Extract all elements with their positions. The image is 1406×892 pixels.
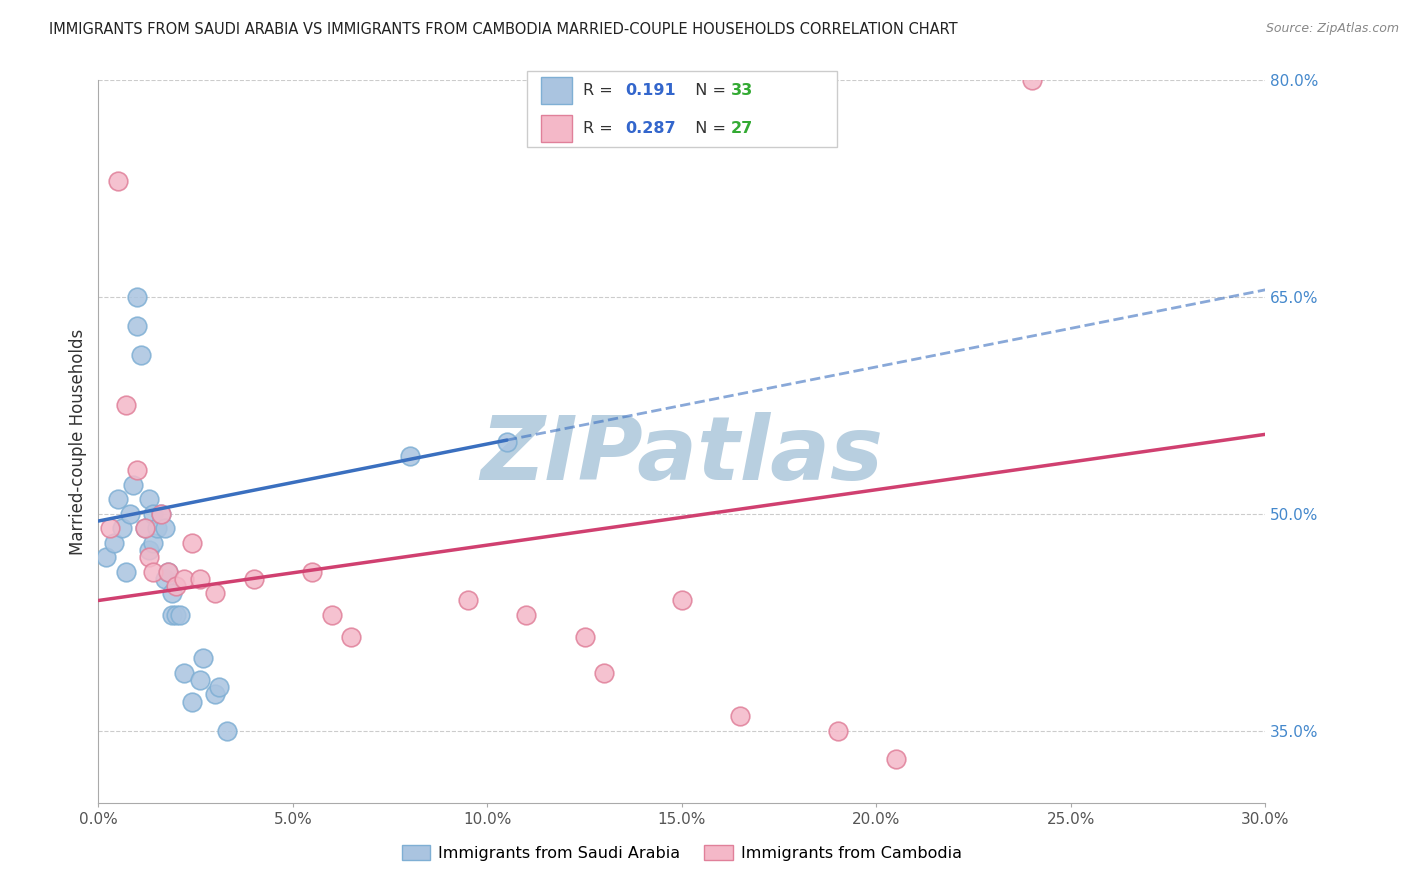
Point: [127, 463, 149, 477]
Point: [215, 723, 238, 738]
Point: [134, 521, 156, 535]
Point: [107, 492, 129, 507]
Point: [188, 673, 211, 687]
Point: [827, 723, 849, 738]
Point: [111, 521, 134, 535]
Point: [153, 572, 176, 586]
Point: [127, 290, 149, 304]
Point: [180, 535, 202, 549]
Point: [162, 607, 184, 622]
Point: [134, 521, 156, 535]
Point: [340, 630, 363, 644]
Point: [138, 550, 160, 565]
Point: [593, 665, 616, 680]
Point: [114, 565, 136, 579]
Point: [127, 318, 149, 333]
Point: [204, 586, 226, 600]
Legend: Immigrants from Saudi Arabia, Immigrants from Cambodia: Immigrants from Saudi Arabia, Immigrants…: [395, 838, 969, 867]
Point: [173, 572, 195, 586]
Point: [515, 607, 537, 622]
Text: 0.287: 0.287: [626, 120, 676, 136]
Point: [107, 174, 129, 188]
Point: [884, 752, 907, 766]
Point: [142, 507, 165, 521]
Text: 0.191: 0.191: [626, 83, 676, 98]
Point: [165, 579, 187, 593]
Text: R =: R =: [583, 120, 619, 136]
Point: [157, 565, 180, 579]
Point: [243, 572, 266, 586]
Point: [122, 478, 145, 492]
Point: [204, 687, 226, 701]
Point: [114, 398, 136, 412]
Point: [321, 607, 343, 622]
Text: IMMIGRANTS FROM SAUDI ARABIA VS IMMIGRANTS FROM CAMBODIA MARRIED-COUPLE HOUSEHOL: IMMIGRANTS FROM SAUDI ARABIA VS IMMIGRAN…: [49, 22, 957, 37]
Point: [188, 572, 211, 586]
Point: [146, 521, 169, 535]
Point: [153, 521, 176, 535]
Point: [208, 680, 231, 694]
Point: [142, 535, 165, 549]
Point: [138, 542, 160, 557]
Point: [96, 550, 118, 565]
Point: [157, 565, 180, 579]
Point: [1021, 73, 1043, 87]
Text: R =: R =: [583, 83, 619, 98]
Point: [180, 695, 202, 709]
Point: [730, 709, 752, 723]
Point: [301, 565, 323, 579]
Point: [193, 651, 215, 665]
Text: ZIPatlas: ZIPatlas: [481, 412, 883, 500]
Point: [398, 449, 420, 463]
Text: N =: N =: [685, 120, 731, 136]
Text: 33: 33: [731, 83, 754, 98]
Point: [496, 434, 519, 449]
Text: Source: ZipAtlas.com: Source: ZipAtlas.com: [1265, 22, 1399, 36]
Point: [574, 630, 596, 644]
Point: [162, 586, 184, 600]
Point: [142, 565, 165, 579]
Point: [165, 607, 187, 622]
Point: [457, 593, 479, 607]
Point: [149, 507, 172, 521]
Point: [138, 492, 160, 507]
Text: 27: 27: [731, 120, 754, 136]
Point: [173, 665, 195, 680]
Point: [98, 521, 121, 535]
Point: [169, 607, 191, 622]
Point: [149, 507, 172, 521]
Point: [118, 507, 141, 521]
Point: [671, 593, 693, 607]
Point: [103, 535, 125, 549]
Y-axis label: Married-couple Households: Married-couple Households: [69, 328, 87, 555]
Point: [129, 348, 152, 362]
Text: N =: N =: [685, 83, 731, 98]
